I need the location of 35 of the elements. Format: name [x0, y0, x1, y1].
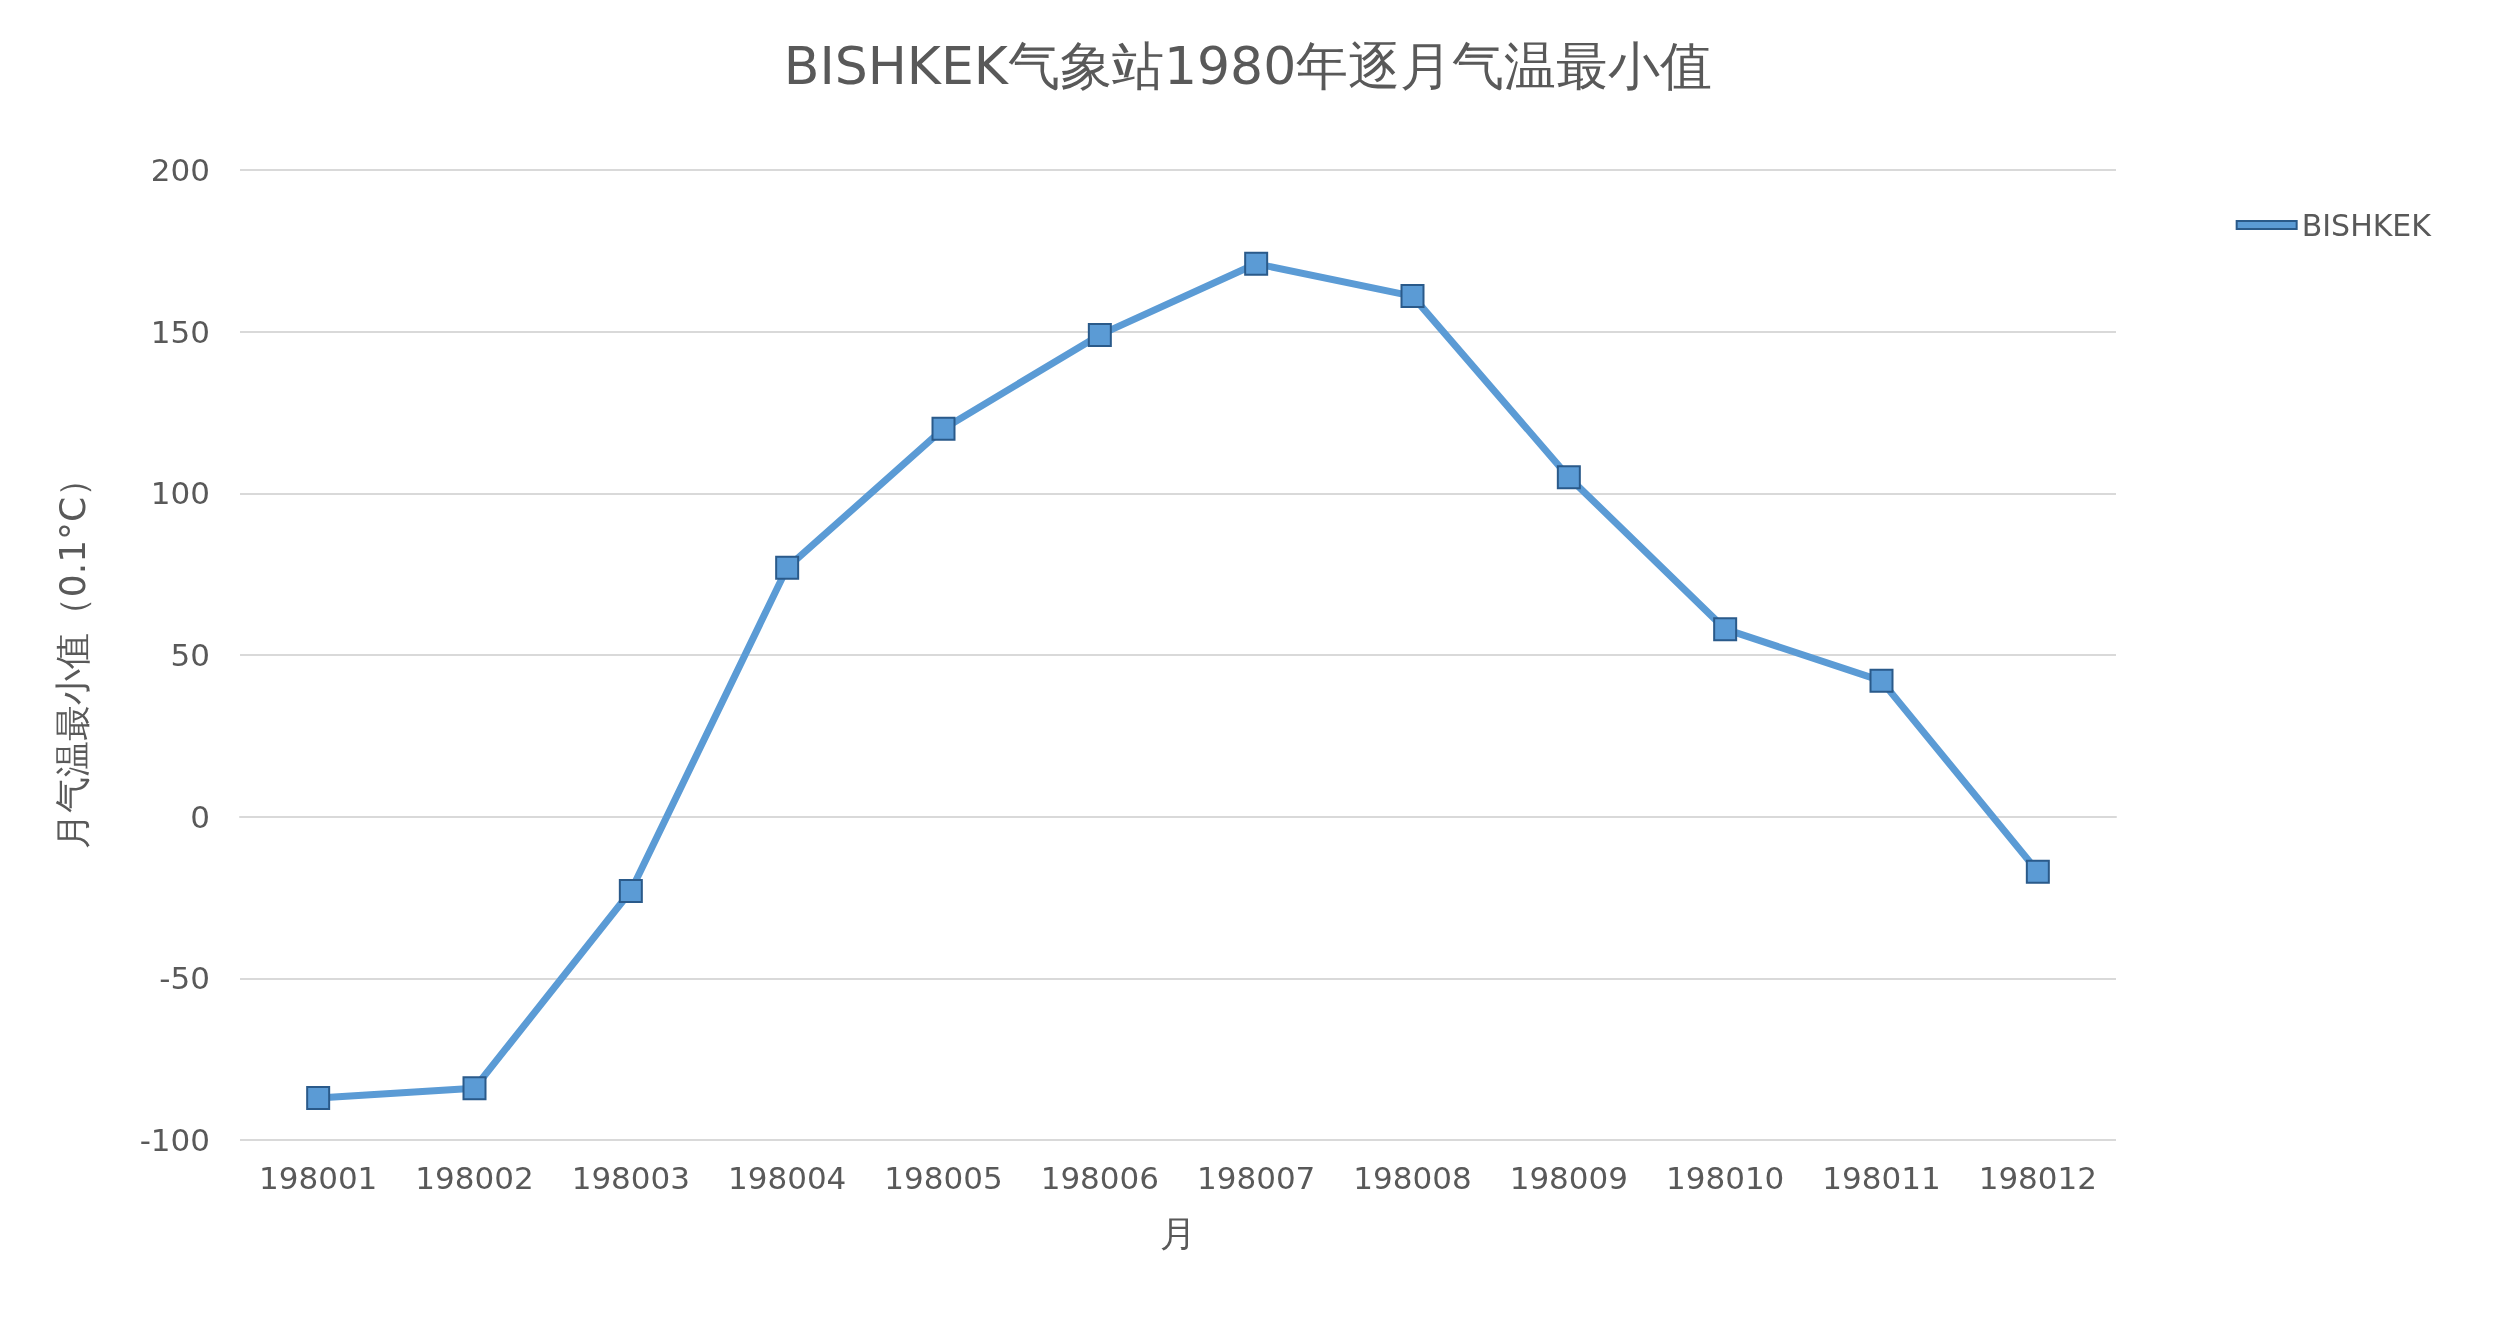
point [931, 416, 956, 441]
x-tick-label: 198006 [1040, 1159, 1160, 1196]
point [1869, 668, 1894, 693]
x-tick-label: 198012 [1978, 1159, 2098, 1196]
x-tick-label: 198003 [571, 1159, 691, 1196]
x-tick-label: 198011 [1822, 1159, 1941, 1196]
x-tick-label: 198002 [415, 1159, 534, 1196]
y-tick-label: 150 [150, 313, 210, 350]
x-tick-label: 198005 [884, 1159, 1003, 1196]
point [2025, 859, 2050, 884]
x-tick-label: 198004 [727, 1159, 847, 1196]
x-axis-title: 月 [1160, 1212, 1196, 1254]
x-tick-label: 198007 [1196, 1159, 1316, 1196]
point [1713, 617, 1738, 642]
point [775, 555, 800, 580]
y-axis-title: 月气温最小值（0.1°C） [51, 460, 93, 850]
point [1244, 251, 1269, 276]
y-tick-label: 200 [150, 152, 210, 188]
x-tick-label: 198009 [1509, 1159, 1629, 1196]
y-tick-label: 0 [190, 798, 210, 835]
y-tick-label: -100 [139, 1122, 210, 1158]
point [462, 1076, 487, 1101]
x-tick-label: 198008 [1353, 1159, 1472, 1196]
x-tick-label: 198001 [258, 1159, 378, 1196]
point [1400, 284, 1425, 309]
chart-title: BISHKEK气象站1980年逐月气温最小值 [783, 36, 1713, 96]
x-tick-label: 198010 [1665, 1159, 1785, 1196]
y-tick-label: 50 [170, 637, 210, 673]
y-tick-label: -50 [159, 960, 210, 997]
y-tick-label: 100 [150, 475, 210, 512]
point [1087, 322, 1112, 347]
point [306, 1085, 331, 1110]
legend-label: BISHKEK [2301, 207, 2433, 243]
point [618, 879, 643, 904]
point [1556, 465, 1581, 490]
